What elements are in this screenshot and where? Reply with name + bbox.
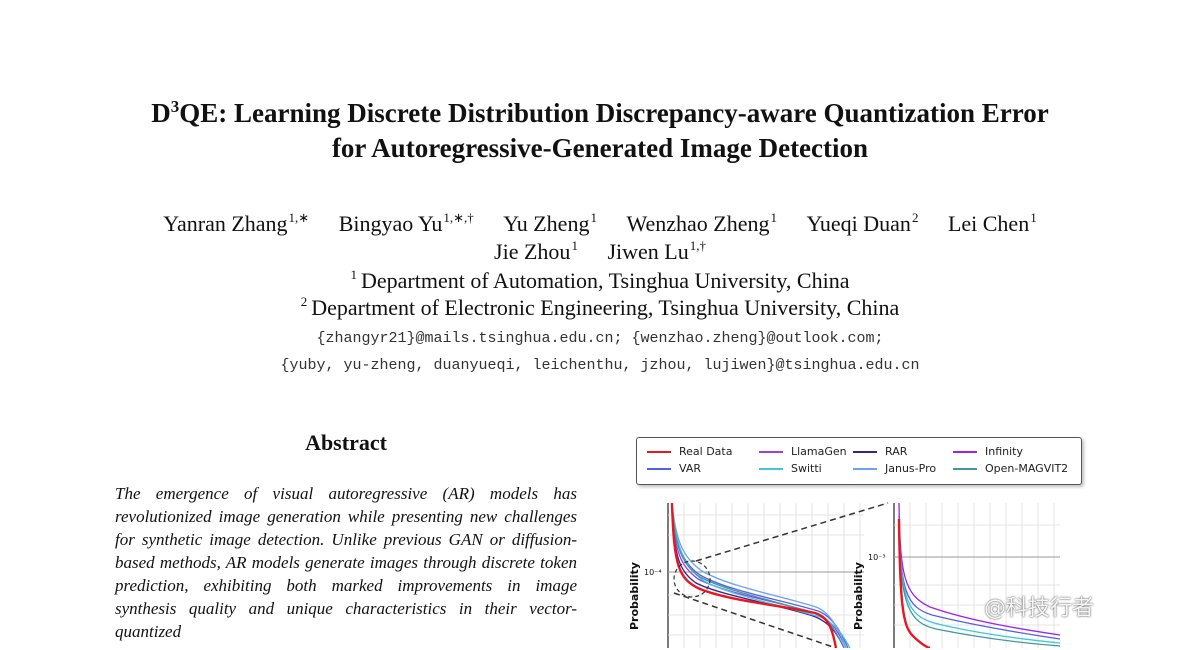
title-line-1: D3QE: Learning Discrete Distribution Dis… xyxy=(151,97,1049,128)
zoom-connector-bottom xyxy=(673,592,837,648)
right-plot: 10⁻³ Probability xyxy=(852,502,1061,648)
paper-title: D3QE: Learning Discrete Distribution Dis… xyxy=(0,96,1200,166)
legend-item: Switti xyxy=(759,462,822,475)
curve-real-data-zoom xyxy=(897,518,931,648)
author: Yueqi Duan2 xyxy=(806,210,919,236)
right-y-label: Probability xyxy=(852,562,865,630)
affiliation-1: 1 Department of Automation, Tsinghua Univ… xyxy=(350,267,850,293)
zoom-region xyxy=(673,560,711,598)
curve-real-data xyxy=(670,502,838,648)
legend-swatch xyxy=(953,450,977,453)
distribution-figure: 10⁻⁴ Probability 10⁻³ Probability xyxy=(628,502,1061,648)
legend-item: VAR xyxy=(647,462,701,475)
author-list: Yanran Zhang1,∗ Bingyao Yu1,∗,† Yu Zheng… xyxy=(0,210,1200,266)
curve-infinity-zoom xyxy=(898,502,1061,636)
author: Jie Zhou1 xyxy=(494,238,578,264)
legend-item: RAR xyxy=(853,445,907,458)
left-plot: 10⁻⁴ Probability xyxy=(628,502,864,648)
right-y-tick: 10⁻³ xyxy=(868,553,886,562)
title-line-2: for Autoregressive-Generated Image Detec… xyxy=(331,133,869,163)
legend-item: Open-MAGVIT2 xyxy=(953,462,1068,475)
legend-item: Janus-Pro xyxy=(853,462,936,475)
curve-switti-zoom xyxy=(898,524,1061,644)
arxiv-stamp-text: [cs.CV] 7 Oct 2025 xyxy=(65,340,72,650)
legend-swatch xyxy=(853,450,877,453)
legend-swatch xyxy=(953,467,977,470)
zoom-connector-top xyxy=(695,502,889,562)
arxiv-side-stamp: [cs.CV] 7 Oct 2025 xyxy=(12,340,72,650)
figure-legend: Real Data LlamaGen RAR Infinity VAR Swit… xyxy=(636,437,1082,485)
email-line-2: {yuby, yu-zheng, duanyueqi, leichenthu, … xyxy=(280,357,920,374)
left-y-tick: 10⁻⁴ xyxy=(644,568,662,577)
legend-swatch xyxy=(759,450,783,453)
abstract-heading: Abstract xyxy=(305,430,387,455)
legend-item: Real Data xyxy=(647,445,732,458)
legend-swatch xyxy=(647,467,671,470)
author: Yanran Zhang1,∗ xyxy=(163,210,310,236)
legend-swatch xyxy=(647,450,671,453)
curve-llamagen xyxy=(671,506,847,648)
legend-item: Infinity xyxy=(953,445,1023,458)
author: Yu Zheng1 xyxy=(503,210,597,236)
left-y-label: Probability xyxy=(628,562,641,630)
author-row-1: Yanran Zhang1,∗ Bingyao Yu1,∗,† Yu Zheng… xyxy=(0,210,1200,238)
curve-switti xyxy=(671,508,851,648)
author-row-2: Jie Zhou1 Jiwen Lu1,† xyxy=(0,238,1200,266)
author: Lei Chen1 xyxy=(947,210,1037,236)
author: Bingyao Yu1,∗,† xyxy=(338,210,474,236)
watermark: @科技行者 xyxy=(984,596,1095,621)
legend-swatch xyxy=(853,467,877,470)
curve-open-magvit2 xyxy=(671,505,845,648)
author: Wenzhao Zheng1 xyxy=(626,210,777,236)
abstract-text: The emergence of visual autoregressive (… xyxy=(115,484,577,641)
author: Jiwen Lu1,† xyxy=(607,238,706,264)
curve-open-magvit2-zoom xyxy=(898,534,1061,647)
legend-item: LlamaGen xyxy=(759,445,847,458)
legend-swatch xyxy=(759,467,783,470)
email-line-1: {zhangyr21}@mails.tsinghua.edu.cn; {wenz… xyxy=(316,330,884,347)
affiliation-2: 2 Department of Electronic Engineering, T… xyxy=(300,294,900,320)
curve-janus-pro xyxy=(671,503,847,648)
